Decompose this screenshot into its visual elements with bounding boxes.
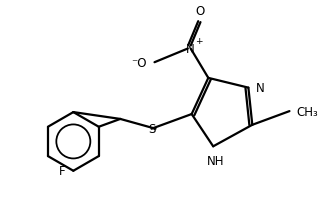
Text: S: S [148, 123, 155, 136]
Text: +: + [195, 36, 202, 45]
Text: O: O [196, 5, 205, 18]
Text: F: F [59, 164, 65, 177]
Text: CH₃: CH₃ [296, 105, 318, 118]
Text: N: N [256, 82, 265, 95]
Text: N: N [186, 43, 195, 56]
Text: NH: NH [206, 154, 224, 167]
Text: ⁻O: ⁻O [131, 56, 147, 69]
